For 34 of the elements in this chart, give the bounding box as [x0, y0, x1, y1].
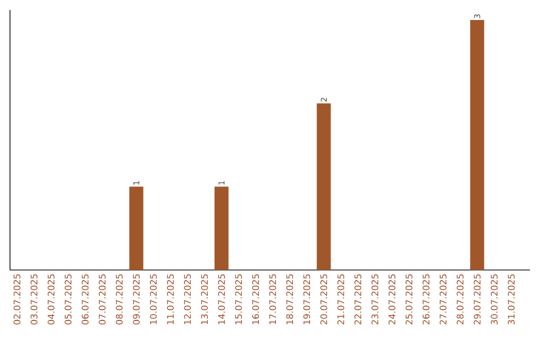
x-tick-label: 14.07.2025 [218, 274, 225, 324]
x-tick-label: 11.07.2025 [166, 274, 174, 324]
x-tick-label: 10.07.2025 [150, 274, 157, 324]
x-tick-label: 20.07.2025 [320, 274, 328, 324]
x-tick-label: 23.07.2025 [371, 274, 378, 324]
x-tick-label: 31.07.2025 [508, 274, 515, 324]
x-tick-label: 24.07.2025 [388, 274, 396, 324]
x-tick-label: 15.07.2025 [235, 274, 242, 324]
x-tick-label: 29.07.2025 [474, 274, 481, 324]
x-tick-label: 28.07.2025 [456, 274, 464, 324]
data-label: 1 [133, 181, 140, 185]
x-tick-label: 03.07.2025 [30, 274, 38, 324]
x-tick-label: 27.07.2025 [440, 274, 446, 324]
data-label: 3 [474, 14, 480, 18]
x-tick-label: 19.07.2025 [303, 274, 310, 324]
x-tick-label: 02.07.2025 [14, 274, 20, 324]
x-tick-label: 06.07.2025 [82, 274, 89, 324]
x-tick-label: 30.07.2025 [490, 274, 498, 324]
x-tick-label: 25.07.2025 [406, 274, 412, 324]
x-tick-label: 05.07.2025 [64, 274, 72, 324]
x-tick-label: 18.07.2025 [286, 274, 294, 324]
data-label: 1 [218, 181, 224, 185]
x-tick-label: 22.07.2025 [354, 274, 362, 324]
x-tick-label: 17.07.2025 [269, 274, 276, 324]
x-tick-label: 16.07.2025 [252, 274, 260, 324]
x-tick-label: 04.07.2025 [48, 274, 54, 324]
x-tick-label: 26.07.2025 [422, 274, 430, 324]
x-tick-label: 08.07.2025 [116, 274, 123, 324]
x-tick-label: 13.07.2025 [201, 274, 208, 324]
x-tick-label: 07.07.2025 [98, 274, 106, 324]
x-tick-label: 21.07.2025 [337, 274, 344, 324]
x-tick-label: 09.07.2025 [132, 274, 140, 324]
x-tick-label: 12.07.2025 [184, 274, 191, 324]
data-label: 2 [320, 98, 327, 102]
